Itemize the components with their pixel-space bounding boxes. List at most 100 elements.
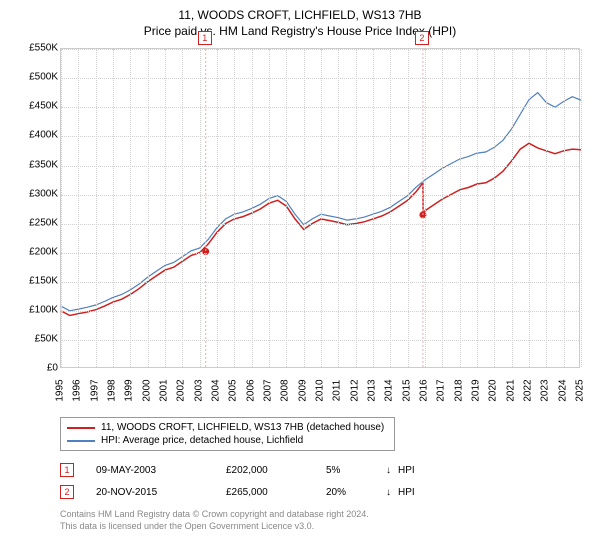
x-axis-label: 2001 [159, 380, 170, 402]
y-axis-label: £350K [29, 159, 58, 170]
x-axis-label: 2000 [141, 380, 152, 402]
grid-line-v [130, 49, 131, 367]
x-axis-label: 2023 [540, 380, 551, 402]
sale-hpi-label: HPI [398, 487, 428, 498]
y-axis-label: £500K [29, 72, 58, 83]
grid-line-v [286, 49, 287, 367]
sale-row-marker: 2 [60, 485, 74, 499]
grid-line-v [61, 49, 62, 367]
grid-line-v [512, 49, 513, 367]
y-axis-label: £450K [29, 101, 58, 112]
x-axis-label: 2015 [401, 380, 412, 402]
footer-line-1: Contains HM Land Registry data © Crown c… [60, 509, 590, 521]
plot-area [60, 48, 580, 368]
x-axis-label: 2022 [523, 380, 534, 402]
grid-line-v [338, 49, 339, 367]
y-axis-label: £150K [29, 275, 58, 286]
grid-line-v [356, 49, 357, 367]
grid-line-v [477, 49, 478, 367]
grid-line-v [304, 49, 305, 367]
y-axis-label: £300K [29, 188, 58, 199]
grid-line-h [61, 107, 579, 108]
grid-line-h [61, 195, 579, 196]
grid-line-v [78, 49, 79, 367]
x-axis-label: 2013 [367, 380, 378, 402]
grid-line-v [373, 49, 374, 367]
x-axis-label: 1995 [55, 380, 66, 402]
sale-hpi-pct: 5% [326, 465, 386, 476]
grid-line-h [61, 340, 579, 341]
x-axis-label: 2020 [488, 380, 499, 402]
title-line-1: 11, WOODS CROFT, LICHFIELD, WS13 7HB [10, 8, 590, 24]
grid-line-v [182, 49, 183, 367]
sale-date: 20-NOV-2015 [96, 487, 226, 498]
grid-line-h [61, 282, 579, 283]
x-axis-label: 2002 [176, 380, 187, 402]
x-axis-label: 2005 [228, 380, 239, 402]
sale-marker-2: 2 [415, 31, 429, 45]
x-axis-label: 1997 [89, 380, 100, 402]
grid-line-h [61, 78, 579, 79]
sale-price: £202,000 [226, 465, 326, 476]
x-axis-label: 2025 [575, 380, 586, 402]
chart-area: £0£50K£100K£150K£200K£250K£300K£350K£400… [10, 43, 590, 413]
grid-line-v [252, 49, 253, 367]
grid-line-h [61, 49, 579, 50]
grid-line-h [61, 224, 579, 225]
x-axis-label: 1996 [72, 380, 83, 402]
footer-attribution: Contains HM Land Registry data © Crown c… [60, 509, 590, 532]
x-axis-label: 2017 [436, 380, 447, 402]
legend-item: HPI: Average price, detached house, Lich… [67, 434, 388, 447]
x-axis-label: 2009 [297, 380, 308, 402]
grid-line-v [148, 49, 149, 367]
grid-line-v [546, 49, 547, 367]
grid-line-v [113, 49, 114, 367]
grid-line-v [408, 49, 409, 367]
sale-date: 09-MAY-2003 [96, 465, 226, 476]
grid-line-v [390, 49, 391, 367]
x-axis-label: 2018 [453, 380, 464, 402]
legend-label: HPI: Average price, detached house, Lich… [101, 435, 303, 446]
x-axis-label: 2006 [245, 380, 256, 402]
y-axis-label: £100K [29, 305, 58, 316]
title-line-2: Price paid vs. HM Land Registry's House … [10, 24, 590, 40]
x-axis-label: 2003 [193, 380, 204, 402]
x-axis-label: 1999 [124, 380, 135, 402]
y-axis-label: £400K [29, 130, 58, 141]
grid-line-v [460, 49, 461, 367]
sale-row: 220-NOV-2015£265,00020%↓HPI [60, 481, 590, 503]
y-axis-label: £550K [29, 43, 58, 54]
y-axis-label: £250K [29, 217, 58, 228]
grid-line-h [61, 311, 579, 312]
plot-svg [61, 49, 579, 367]
legend: 11, WOODS CROFT, LICHFIELD, WS13 7HB (de… [60, 417, 395, 451]
legend-swatch [67, 427, 95, 429]
x-axis-label: 2007 [263, 380, 274, 402]
grid-line-h [61, 253, 579, 254]
arrow-down-icon: ↓ [386, 465, 398, 476]
y-axis-label: £0 [47, 363, 58, 374]
sale-price: £265,000 [226, 487, 326, 498]
grid-line-v [529, 49, 530, 367]
grid-line-h [61, 166, 579, 167]
x-axis-label: 2004 [211, 380, 222, 402]
grid-line-v [165, 49, 166, 367]
x-axis-label: 2019 [471, 380, 482, 402]
grid-line-v [425, 49, 426, 367]
x-axis-label: 2010 [315, 380, 326, 402]
grid-line-v [564, 49, 565, 367]
grid-line-v [321, 49, 322, 367]
x-axis-label: 2011 [332, 380, 343, 402]
grid-line-h [61, 136, 579, 137]
grid-line-v [269, 49, 270, 367]
x-axis-label: 2014 [384, 380, 395, 402]
chart-container: 11, WOODS CROFT, LICHFIELD, WS13 7HB Pri… [0, 0, 600, 560]
chart-title: 11, WOODS CROFT, LICHFIELD, WS13 7HB Pri… [10, 8, 590, 39]
sale-hpi-pct: 20% [326, 487, 386, 498]
x-axis-label: 2024 [557, 380, 568, 402]
sale-hpi-label: HPI [398, 465, 428, 476]
grid-line-v [442, 49, 443, 367]
grid-line-v [96, 49, 97, 367]
y-axis-label: £200K [29, 246, 58, 257]
x-axis-label: 2008 [280, 380, 291, 402]
